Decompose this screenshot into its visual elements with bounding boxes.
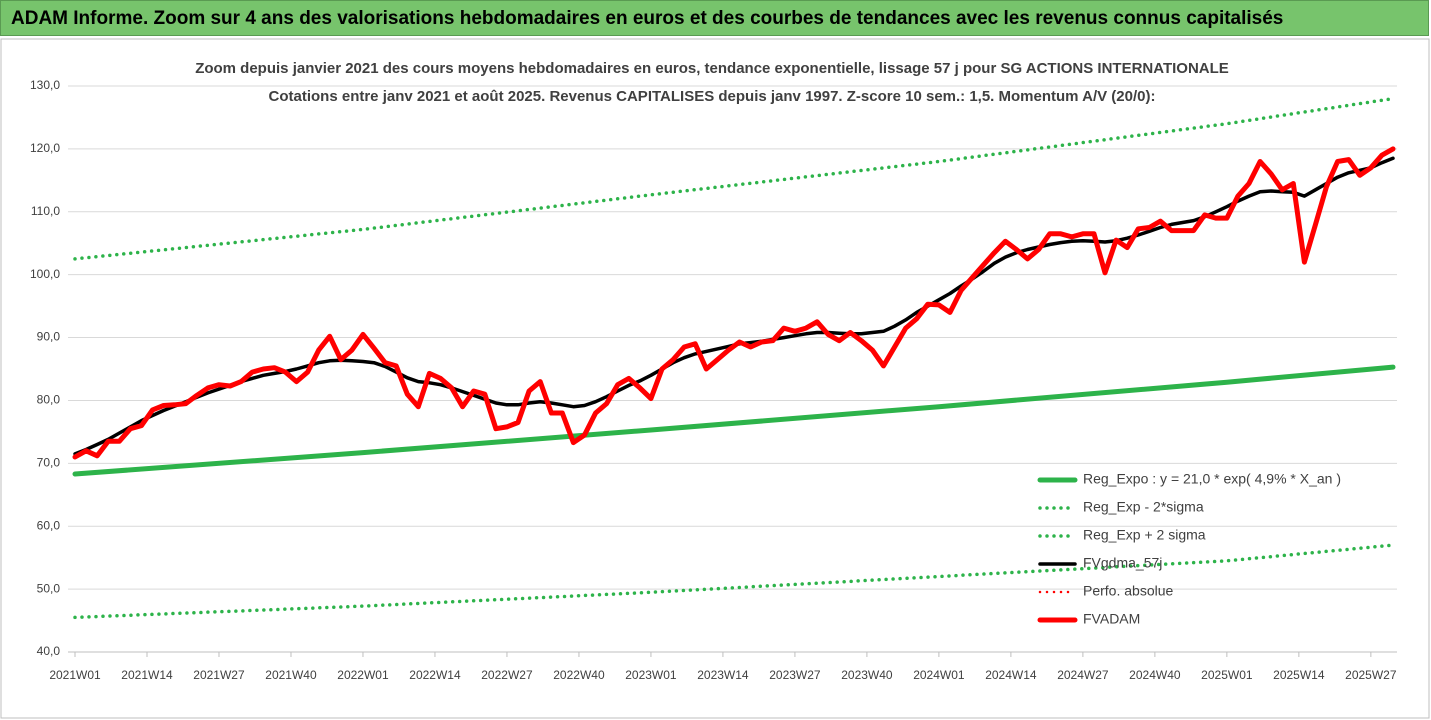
x-tick-label: 2024W01 [913,668,965,682]
chart-subtitle: Cotations entre janv 2021 et août 2025. … [269,88,1156,105]
y-tick-label: 120,0 [30,141,60,155]
chart-frame [0,38,1430,719]
x-tick-label: 2022W14 [409,668,461,682]
series-line [73,543,1395,620]
x-tick-label: 2024W40 [1129,668,1181,682]
y-tick-label: 110,0 [31,204,60,218]
x-tick-label: 2023W14 [697,668,749,682]
x-tick-label: 2025W01 [1201,668,1253,682]
x-tick-label: 2022W40 [553,668,605,682]
x-tick-label: 2021W01 [49,668,101,682]
banner: ADAM Informe. Zoom sur 4 ans des valoris… [0,0,1429,36]
y-tick-label: 90,0 [37,330,61,344]
x-tick-label: 2022W27 [481,668,533,682]
x-tick-label: 2024W27 [1057,668,1109,682]
x-tick-label: 2023W01 [625,668,677,682]
y-tick-label: 80,0 [37,393,61,407]
legend-label: Perfo. absolue [1083,583,1173,599]
x-tick-label: 2023W27 [769,668,821,682]
y-tick-label: 40,0 [37,644,61,658]
y-tick-label: 100,0 [30,267,60,281]
series-line [72,364,1396,477]
series-line [72,146,1396,460]
y-tick-label: 130,0 [30,78,60,92]
legend-label: Reg_Exp - 2*sigma [1083,499,1204,515]
y-tick-label: 60,0 [37,518,61,532]
x-tick-label: 2023W40 [841,668,893,682]
x-tick-label: 2024W14 [985,668,1037,682]
x-tick-label: 2025W14 [1273,668,1325,682]
y-tick-label: 50,0 [37,581,61,595]
y-tick-label: 70,0 [37,456,61,470]
x-tick-label: 2021W27 [193,668,245,682]
x-tick-label: 2022W01 [337,668,389,682]
chart-title: Zoom depuis janvier 2021 des cours moyen… [195,60,1229,77]
chart: Zoom depuis janvier 2021 des cours moyen… [0,38,1430,719]
legend-label: FVgdma_57j [1083,555,1162,571]
x-tick-label: 2021W40 [265,668,317,682]
legend-label: FVADAM [1083,611,1140,627]
x-tick-label: 2025W27 [1345,668,1397,682]
legend-label: Reg_Expo : y = 21,0 * exp( 4,9% * X_an ) [1083,471,1341,487]
legend-label: Reg_Exp + 2 sigma [1083,527,1206,543]
x-tick-label: 2021W14 [121,668,173,682]
